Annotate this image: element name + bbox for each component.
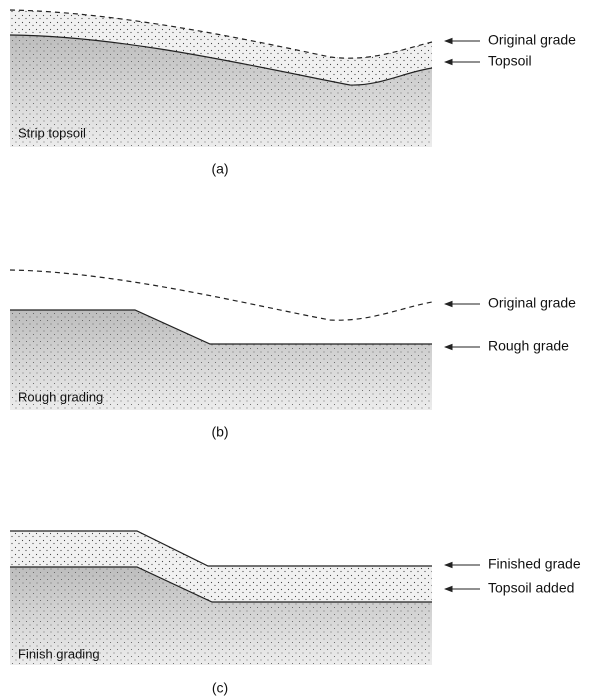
diagram: Strip topsoil (a) Original grade Topsoil… bbox=[0, 0, 602, 700]
caption: (c) bbox=[212, 680, 228, 696]
callout: Original grade bbox=[488, 32, 576, 48]
callout: Rough grade bbox=[488, 338, 569, 354]
panel-label: Strip topsoil bbox=[18, 125, 86, 140]
panel-label: Finish grading bbox=[18, 646, 100, 661]
panel-c: Finish grading (c) Finished grade Topsoi… bbox=[10, 531, 581, 696]
callout: Original grade bbox=[488, 295, 576, 311]
panel-label: Rough grading bbox=[18, 389, 103, 404]
panel-a: Strip topsoil (a) Original grade Topsoil bbox=[10, 10, 576, 177]
callout: Finished grade bbox=[488, 556, 581, 572]
panel-b: Rough grading (b) Original grade Rough g… bbox=[10, 270, 576, 440]
callout: Topsoil added bbox=[488, 580, 574, 596]
caption: (b) bbox=[211, 424, 228, 440]
caption: (a) bbox=[211, 161, 228, 177]
callout: Topsoil bbox=[488, 53, 532, 69]
